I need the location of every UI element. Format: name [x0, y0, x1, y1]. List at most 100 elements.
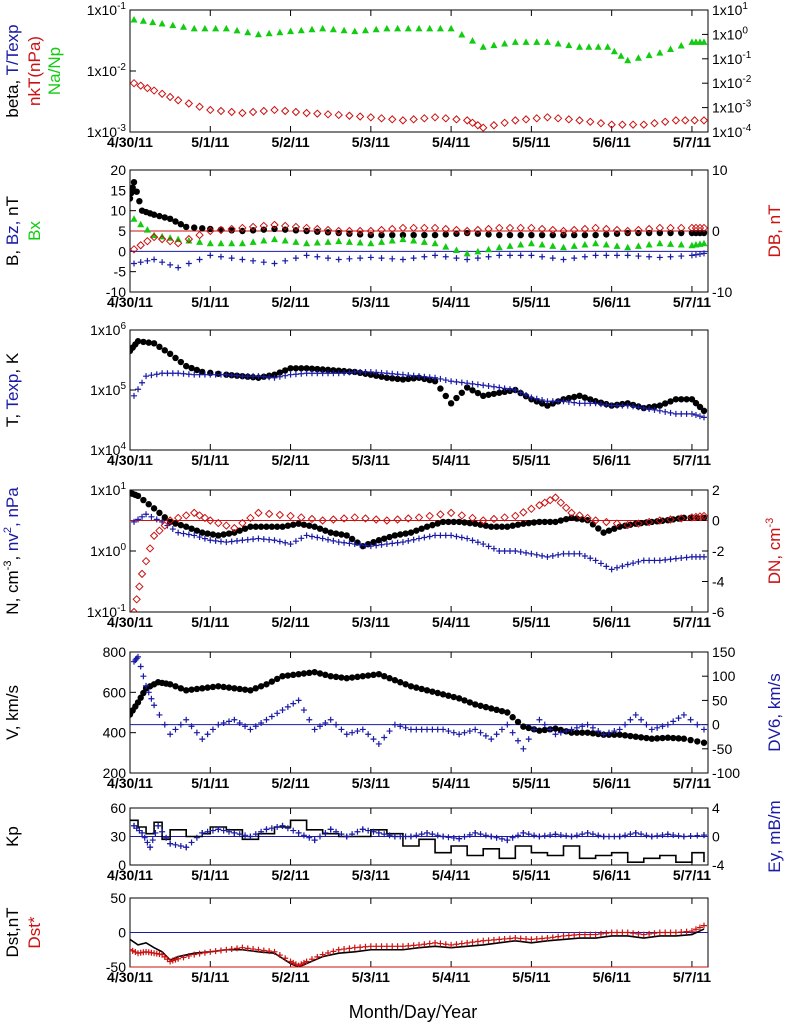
data-point: [329, 515, 338, 524]
data-point: [282, 367, 289, 374]
data-point: [576, 43, 584, 50]
y-left-tick-label: 1x10-2: [87, 62, 127, 79]
data-point: [452, 115, 461, 124]
data-point: [156, 343, 163, 351]
data-point: [139, 17, 147, 24]
data-point: [413, 527, 420, 534]
data-point: [131, 822, 138, 829]
data-point: [268, 713, 275, 720]
data-point: [398, 116, 408, 125]
data-point: [322, 671, 329, 679]
data-point: [576, 550, 583, 557]
data-point: [150, 231, 158, 239]
data-point: [303, 239, 311, 247]
data-point: [257, 523, 265, 530]
data-point: [155, 526, 164, 535]
data-point: [602, 517, 611, 527]
data-point: [316, 833, 323, 840]
data-point: [490, 41, 498, 49]
data-point: [501, 40, 509, 47]
x-tick-label: 5/5/11: [512, 614, 550, 630]
data-point: [696, 251, 703, 258]
data-point: [640, 405, 647, 412]
data-point: [678, 410, 685, 417]
data-point: [393, 515, 402, 524]
y-left-tick-label: 1x101: [90, 481, 126, 498]
data-point: [236, 831, 243, 838]
data-point: [602, 241, 610, 248]
x-tick-label: 5/2/11: [271, 867, 309, 883]
data-point: [383, 374, 391, 381]
y-right-label: DB, nT: [765, 205, 784, 258]
data-point: [199, 736, 206, 743]
data-point: [394, 24, 402, 32]
x-tick-label: 4/30/11: [107, 867, 153, 883]
data-point: [573, 515, 581, 522]
data-point: [149, 232, 159, 242]
data-point: [563, 832, 570, 839]
data-point: [223, 946, 230, 953]
data-point: [461, 697, 468, 704]
data-point: [439, 691, 447, 698]
data-point: [152, 829, 159, 836]
data-point: [688, 396, 696, 403]
data-point: [541, 518, 548, 526]
data-point: [217, 371, 224, 378]
data-point: [477, 521, 484, 528]
data-point: [367, 254, 374, 261]
x-tick-label: 5/3/11: [352, 294, 390, 310]
data-point: [462, 116, 472, 125]
data-point: [520, 723, 527, 730]
data-point: [436, 24, 444, 32]
x-tick-label: 5/7/11: [673, 294, 711, 310]
data-point: [177, 843, 184, 849]
data-point: [370, 828, 377, 835]
data-point: [667, 45, 675, 53]
data-point: [469, 939, 476, 946]
data-point: [471, 701, 479, 708]
data-point: [672, 929, 679, 936]
data-point: [611, 731, 618, 738]
data-point: [539, 253, 546, 260]
data-point: [378, 255, 385, 262]
data-point: [584, 721, 591, 728]
data-point: [464, 380, 471, 387]
data-point: [453, 533, 460, 540]
data-point: [517, 241, 525, 248]
data-point: [306, 834, 313, 841]
y-left-tick-label: 1x100: [90, 542, 126, 559]
data-point: [151, 256, 158, 263]
data-point: [182, 223, 190, 231]
data-point: [255, 946, 262, 953]
y-right-tick-label: -4: [712, 857, 725, 873]
data-point: [638, 716, 645, 723]
data-point: [528, 550, 535, 557]
data-point: [172, 841, 179, 848]
x-tick-label: 5/4/11: [432, 614, 470, 630]
data-point: [377, 225, 386, 235]
data-point: [651, 406, 658, 413]
data-point: [432, 939, 439, 946]
data-point: [159, 518, 166, 525]
data-point: [160, 521, 169, 530]
data-point: [130, 947, 136, 954]
y-right-label: DV6, km/s: [765, 673, 784, 751]
data-point: [519, 508, 528, 517]
data-point: [172, 956, 179, 963]
data-point: [292, 365, 300, 372]
data-point: [172, 354, 179, 362]
y-right-tick-label: -10: [712, 284, 732, 300]
data-point: [424, 829, 431, 836]
data-point: [670, 734, 677, 742]
data-point: [157, 234, 167, 244]
data-point: [635, 404, 642, 411]
data-point: [645, 51, 653, 59]
data-point: [206, 105, 215, 115]
data-point: [619, 929, 626, 936]
data-point: [354, 728, 361, 735]
data-point: [413, 684, 420, 691]
data-point: [284, 522, 292, 529]
data-point: [295, 670, 302, 678]
data-point: [655, 516, 665, 525]
data-point: [349, 729, 356, 736]
